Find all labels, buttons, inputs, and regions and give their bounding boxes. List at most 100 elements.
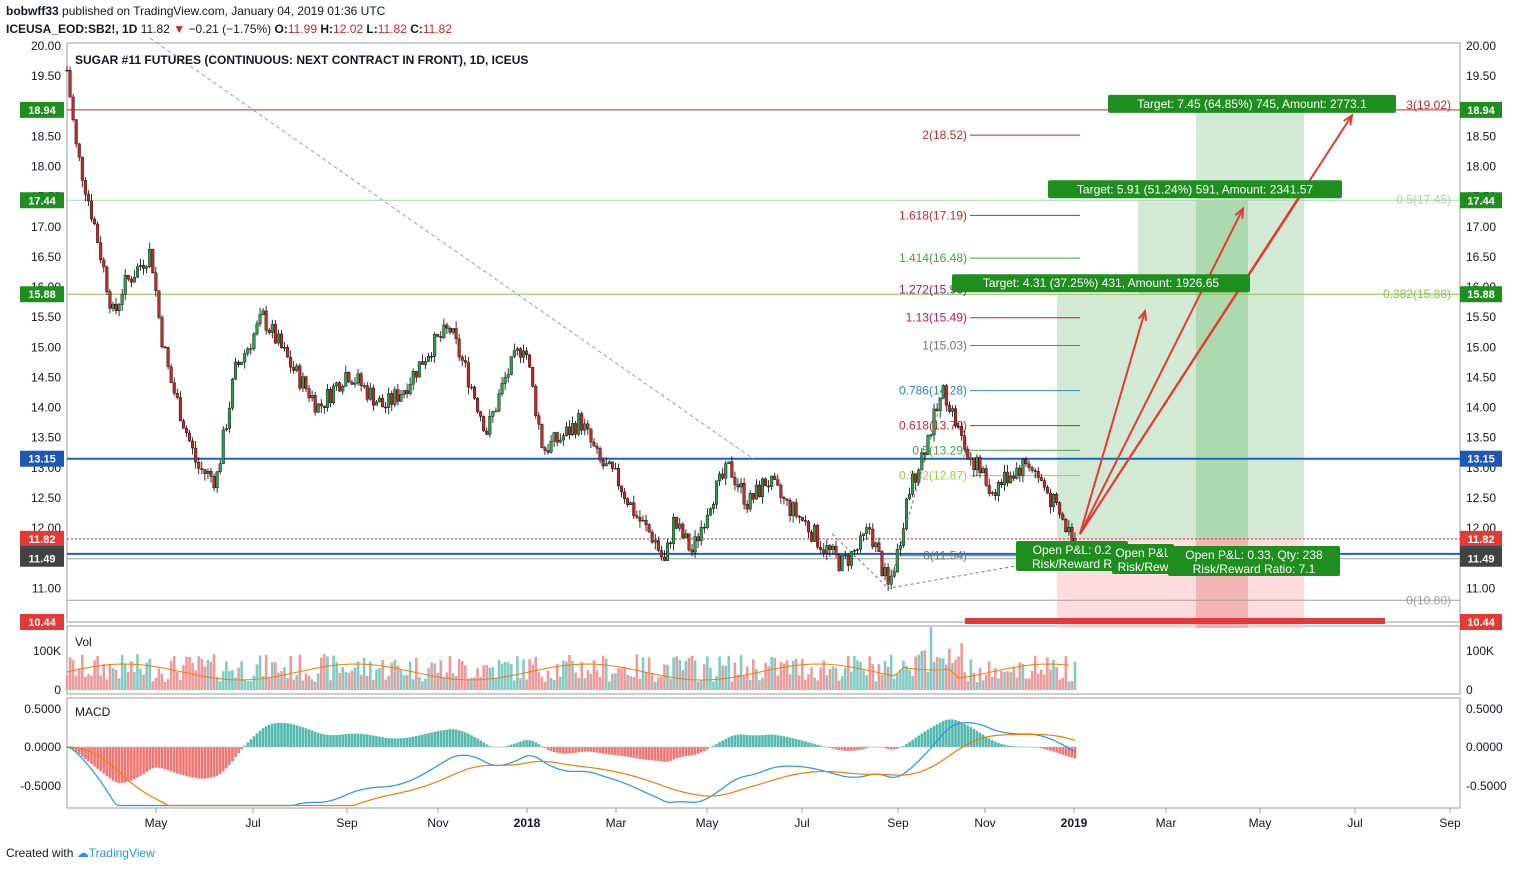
candle-body xyxy=(862,533,866,537)
macd-histogram-bar xyxy=(77,747,81,755)
candle-body xyxy=(188,432,192,442)
macd-histogram-bar xyxy=(1039,747,1043,749)
macd-histogram-bar xyxy=(384,737,387,747)
macd-histogram-bar xyxy=(1058,747,1061,754)
volume-bar xyxy=(945,664,948,690)
candle-body xyxy=(387,393,391,408)
candle-body xyxy=(742,483,746,505)
volume-bar xyxy=(175,671,179,690)
macd-histogram-bar xyxy=(519,741,522,747)
x-tick-label: Nov xyxy=(427,816,448,830)
volume-bar xyxy=(819,667,823,690)
macd-histogram-bar xyxy=(228,747,231,765)
tradingview-logo-icon[interactable]: ☁ xyxy=(76,846,89,860)
candle-body xyxy=(509,356,513,375)
axis-tag-right-text: 17.44 xyxy=(1467,195,1495,207)
candle-body xyxy=(975,456,979,471)
macd-histogram-bar xyxy=(347,733,351,747)
macd-histogram-bar xyxy=(123,747,127,783)
macd-histogram-bar xyxy=(577,747,580,753)
label-text: Risk/Rew xyxy=(1118,560,1169,574)
candle-body xyxy=(678,523,682,529)
candle-body xyxy=(871,528,875,548)
volume-bar xyxy=(430,662,433,690)
volume-bar xyxy=(981,680,985,690)
candle-body xyxy=(1067,527,1071,533)
volume-bar xyxy=(427,668,430,690)
footer-created: Created with xyxy=(6,846,74,860)
macd-histogram-bar xyxy=(463,732,467,747)
volume-bar xyxy=(1027,678,1031,690)
volume-bar xyxy=(289,656,292,690)
candle-body xyxy=(393,389,397,405)
candle-body xyxy=(503,377,507,384)
candle-body xyxy=(963,435,967,450)
macd-histogram-bar xyxy=(623,747,626,757)
candle-body xyxy=(757,484,761,498)
macd-histogram-bar xyxy=(188,747,191,777)
volume-bar xyxy=(264,654,268,690)
candle-body xyxy=(892,571,896,577)
volume-bar xyxy=(862,670,865,690)
y-tick-left: 17.00 xyxy=(31,220,61,234)
macd-histogram-bar xyxy=(445,729,449,747)
macd-histogram-bar xyxy=(267,724,271,747)
macd-histogram-bar xyxy=(1009,745,1012,747)
candle-body xyxy=(1018,467,1022,476)
candle-body xyxy=(705,514,709,529)
macd-histogram-bar xyxy=(804,741,807,747)
volume-bar xyxy=(151,681,155,690)
candle-body xyxy=(172,382,176,394)
volume-bar xyxy=(77,668,81,690)
y-tick-left: 14.00 xyxy=(31,401,61,415)
macd-histogram-bar xyxy=(755,735,758,747)
volume-bar xyxy=(372,680,375,690)
candle-body xyxy=(1015,467,1019,479)
volume-bar xyxy=(87,674,90,690)
macd-histogram-bar xyxy=(218,747,222,774)
candle-body xyxy=(558,439,562,443)
candle-body xyxy=(276,333,280,344)
volume-bar xyxy=(396,665,400,690)
candle-body xyxy=(715,480,719,505)
candle-body xyxy=(218,463,222,473)
candle-body xyxy=(230,379,234,409)
candle-body xyxy=(843,554,847,557)
macd-histogram-bar xyxy=(899,747,902,748)
candle-body xyxy=(341,386,345,392)
volume-bar xyxy=(408,661,412,690)
volume-bar xyxy=(846,655,850,690)
volume-bar xyxy=(267,677,271,690)
volume-bar xyxy=(319,657,323,690)
candle-body xyxy=(83,180,87,195)
macd-histogram-bar xyxy=(914,737,917,747)
candle-body xyxy=(518,348,522,358)
candle-body xyxy=(751,493,755,500)
author-name[interactable]: bobwff33 xyxy=(6,4,59,18)
candle-body xyxy=(1070,527,1074,543)
symbol-name[interactable]: ICEUSA_EOD:SB2! xyxy=(6,22,116,36)
candle-body xyxy=(479,411,483,417)
volume-bar xyxy=(1073,661,1077,690)
volume-bar xyxy=(111,668,115,690)
macd-histogram-bar xyxy=(1067,747,1071,757)
candle-body xyxy=(822,549,826,554)
x-tick-label: 2018 xyxy=(514,816,541,830)
candle-body xyxy=(966,448,970,460)
macd-histogram-bar xyxy=(883,747,887,749)
volume-bar xyxy=(816,680,819,690)
volume-bar xyxy=(470,677,473,690)
macd-histogram-bar xyxy=(923,731,927,747)
open-label: O: xyxy=(274,22,288,36)
macd-histogram-bar xyxy=(114,747,118,783)
tradingview-brand[interactable]: TradingView xyxy=(88,846,155,860)
candle-body xyxy=(258,314,262,325)
candle-body xyxy=(1055,494,1059,503)
candle-body xyxy=(430,355,434,358)
volume-bar xyxy=(123,664,127,690)
candle-body xyxy=(307,388,311,399)
volume-bar xyxy=(825,675,829,690)
candle-body xyxy=(647,524,651,533)
candle-body xyxy=(169,366,173,383)
